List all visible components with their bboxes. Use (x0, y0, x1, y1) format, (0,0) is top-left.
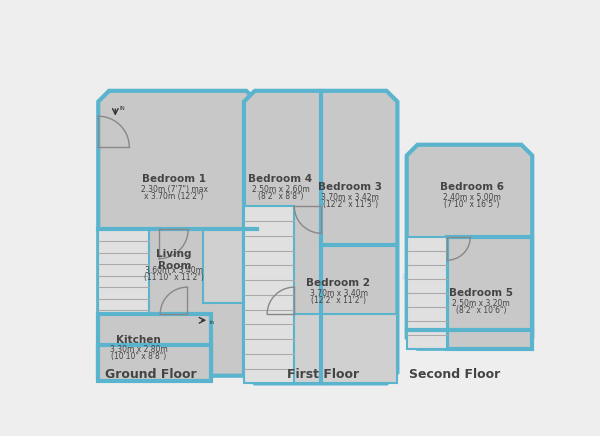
Text: (11'10" x 11'2"): (11'10" x 11'2") (144, 272, 204, 282)
Bar (98, 314, 211, 376)
Text: Bedroom 6: Bedroom 6 (440, 182, 504, 192)
Text: (10'10" x 8'8"): (10'10" x 8'8") (111, 352, 166, 361)
Text: Bedroom 2: Bedroom 2 (307, 278, 371, 288)
Text: (8'2" x 8'8"): (8'2" x 8'8") (257, 192, 303, 201)
Text: (12'2" x 11'3"): (12'2" x 11'3") (323, 200, 377, 208)
Text: IN: IN (119, 106, 125, 111)
Text: Bedroom 3: Bedroom 3 (318, 182, 382, 192)
Text: (12'2" x 11'2"): (12'2" x 11'2") (311, 296, 366, 305)
Text: 2.30m (7'7") max: 2.30m (7'7") max (140, 185, 208, 194)
Text: 2.50m x 3.20m: 2.50m x 3.20m (452, 299, 510, 308)
Text: Second Floor: Second Floor (409, 368, 500, 381)
Polygon shape (98, 91, 257, 376)
Text: x 3.70m (12'2"): x 3.70m (12'2") (145, 192, 204, 201)
Text: First Floor: First Floor (287, 368, 359, 381)
Bar (98, 345, 211, 381)
Text: 3.70m x 3.40m: 3.70m x 3.40m (310, 289, 367, 298)
Text: Kitchen: Kitchen (116, 334, 161, 344)
Polygon shape (407, 145, 532, 349)
Text: Living
Room: Living Room (157, 249, 192, 271)
Text: 3.60m x 3.40m: 3.60m x 3.40m (145, 266, 203, 275)
Text: sales and lettings: sales and lettings (256, 283, 391, 299)
Bar (203, 229, 257, 303)
Text: Instrams: Instrams (220, 247, 426, 289)
Bar (295, 314, 397, 383)
Text: Bedroom 1: Bedroom 1 (142, 174, 206, 184)
Bar (98, 229, 149, 322)
Text: in: in (210, 320, 215, 325)
Text: 3.70m x 3.42m: 3.70m x 3.42m (321, 193, 379, 201)
Text: (8'2" x 10'6"): (8'2" x 10'6") (456, 306, 506, 315)
Text: (7'10" x 16'5"): (7'10" x 16'5") (444, 200, 500, 208)
Text: Ground Floor: Ground Floor (105, 368, 197, 381)
Text: 3.30m x 2.80m: 3.30m x 2.80m (110, 345, 167, 354)
Text: Bedroom 4: Bedroom 4 (248, 174, 313, 184)
Polygon shape (244, 91, 397, 383)
Bar (244, 206, 295, 383)
Bar (407, 237, 447, 349)
Text: Bedroom 5: Bedroom 5 (449, 288, 513, 298)
Bar (447, 237, 532, 349)
Text: 2.50m x 2.60m: 2.50m x 2.60m (251, 185, 309, 194)
Text: 2.40m x 5.00m: 2.40m x 5.00m (443, 193, 501, 201)
